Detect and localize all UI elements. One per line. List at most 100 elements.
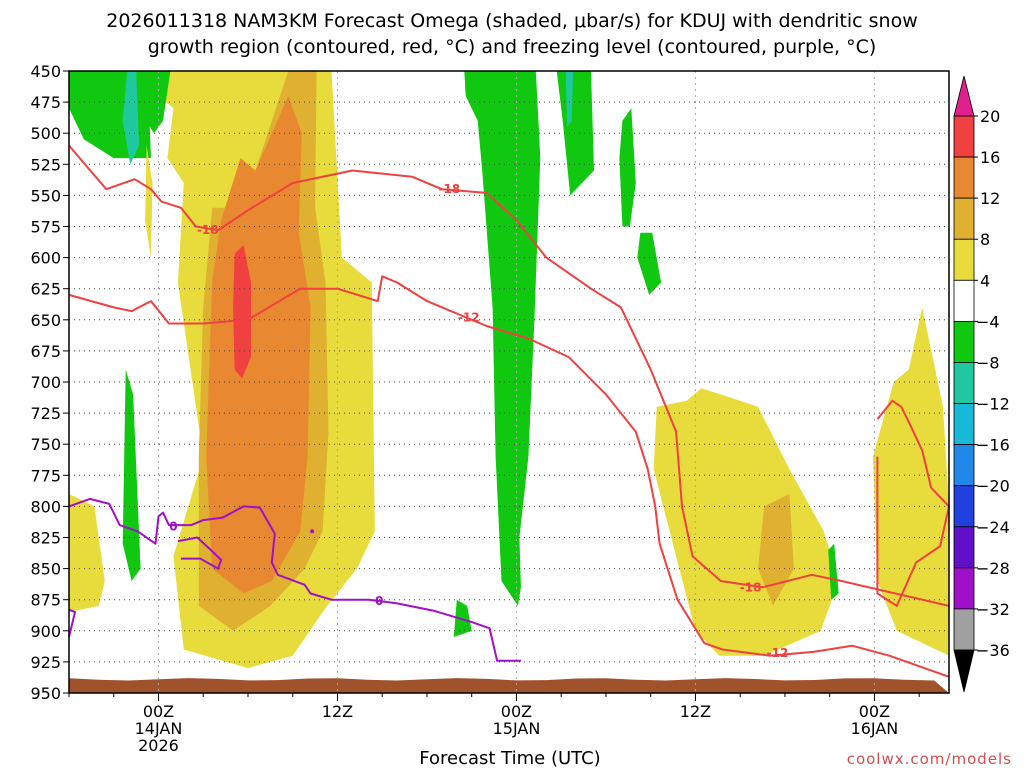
contour-label: -18 <box>197 223 219 237</box>
x-tick-label: 15JAN <box>493 719 541 738</box>
colorbar-segment <box>953 320 975 363</box>
contour-label-text: 0 <box>375 594 383 608</box>
freezing-level-dot <box>310 529 315 534</box>
contour-label-text: 0 <box>169 519 177 533</box>
y-tick-label: 625 <box>30 280 61 299</box>
x-axis-label: Forecast Time (UTC) <box>419 748 600 768</box>
y-tick-label: 475 <box>30 93 61 112</box>
omega-region <box>637 232 662 295</box>
omega-region <box>145 145 153 258</box>
colorbar-top-arrow <box>953 75 975 117</box>
y-tick-label: 950 <box>30 684 61 703</box>
colorbar-segment <box>953 444 975 487</box>
y-axis: 450 475 500 525 550 575 600 625 650 675 700 725 750 7… <box>30 62 69 703</box>
colorbar-label: −20 <box>976 477 1010 496</box>
omega-region <box>122 71 140 165</box>
colorbar-segment <box>953 567 975 610</box>
colorbar-label: 8 <box>980 230 990 249</box>
colorbar-label: −28 <box>976 559 1010 578</box>
colorbar-segment <box>953 526 975 569</box>
y-tick-label: 750 <box>30 435 61 454</box>
colorbar-bottom-arrow <box>953 649 975 693</box>
colorbar-label: −32 <box>976 600 1010 619</box>
colorbar-label: −4 <box>976 312 1000 331</box>
y-tick-label: 775 <box>30 466 61 485</box>
y-tick-label: 925 <box>30 653 61 672</box>
x-tick-label: 14JAN <box>135 719 183 738</box>
contour-label-text: -12 <box>458 310 480 324</box>
omega-region <box>453 599 472 637</box>
y-tick-label: 900 <box>30 622 61 641</box>
contour-label: -18 <box>438 182 460 196</box>
x-tick-label: 00Z <box>501 702 532 721</box>
omega-region <box>565 71 574 127</box>
colorbar-label: −24 <box>976 518 1010 537</box>
x-tick-label: 16JAN <box>851 719 899 738</box>
x-tick-label: 00Z <box>859 702 890 721</box>
credit-text: coolwx.com/models <box>847 750 1012 768</box>
colorbar-label: −12 <box>976 395 1010 414</box>
x-tick-label: 12Z <box>322 702 353 721</box>
contour-label: -18 <box>740 580 762 594</box>
y-tick-label: 675 <box>30 342 61 361</box>
colorbar-segment <box>953 485 975 528</box>
y-tick-label: 575 <box>30 218 61 237</box>
y-tick-label: 550 <box>30 186 61 205</box>
y-tick-label: 650 <box>30 311 61 330</box>
y-tick-label: 875 <box>30 591 61 610</box>
colorbar-label: 16 <box>980 148 1000 167</box>
colorbar-label: −8 <box>976 353 1000 372</box>
x-tick-label: 2026 <box>138 736 179 755</box>
grid-lines <box>69 71 949 693</box>
colorbar-segment <box>953 608 975 651</box>
omega-region <box>619 108 636 227</box>
freezing-level-contour <box>68 608 76 638</box>
terrain-layer <box>69 678 949 693</box>
colorbar-segment <box>953 238 975 281</box>
omega-region <box>233 245 251 379</box>
terrain-fill <box>69 678 949 693</box>
contour-labels: -18 -18 -12 -18 -12 0 0 <box>169 182 789 660</box>
omega-region <box>758 494 794 606</box>
colorbar: 20 16 12 8 4 −4 −8 −12 −16 −20 −24 −28 −32 −36 <box>953 75 1010 693</box>
colorbar-label: 20 <box>980 107 1000 126</box>
contour-label-text: -12 <box>767 646 789 660</box>
colorbar-label: −36 <box>976 641 1010 660</box>
colorbar-label: −16 <box>976 436 1010 455</box>
y-tick-label: 450 <box>30 62 61 81</box>
colorbar-label: 12 <box>980 189 1000 208</box>
contour-label: -12 <box>767 646 789 660</box>
y-tick-label: 850 <box>30 560 61 579</box>
contour-label: -12 <box>458 310 480 324</box>
contour-lines <box>68 144 950 678</box>
y-tick-label: 725 <box>30 404 61 423</box>
omega-region <box>464 71 541 606</box>
chart-title-line2: growth region (contoured, red, °C) and f… <box>148 36 877 58</box>
y-tick-label: 525 <box>30 155 61 174</box>
colorbar-segment <box>953 279 975 322</box>
colorbar-segment <box>953 156 975 199</box>
x-tick-label: 12Z <box>680 702 711 721</box>
y-tick-label: 825 <box>30 529 61 548</box>
omega-shading <box>69 71 949 669</box>
omega-region <box>69 494 105 613</box>
y-tick-label: 600 <box>30 249 61 268</box>
x-tick-label: 00Z <box>143 702 174 721</box>
freezing-level-contour <box>177 536 223 570</box>
colorbar-segment <box>953 115 975 158</box>
contour-label-text: -18 <box>740 580 762 594</box>
freezing-level-contour <box>68 497 521 662</box>
chart-title-line1: 2026011318 NAM3KM Forecast Omega (shaded… <box>106 10 918 32</box>
colorbar-label: 4 <box>980 271 990 290</box>
dgz-isotherm-contour <box>68 275 950 678</box>
omega-region <box>828 543 839 600</box>
y-tick-label: 700 <box>30 373 61 392</box>
colorbar-segment <box>953 403 975 446</box>
contour-label-text: -18 <box>438 182 460 196</box>
omega-region <box>653 388 839 656</box>
contour-label: 0 <box>375 594 383 608</box>
dgz-isotherm-contour <box>68 144 950 607</box>
colorbar-segment <box>953 362 975 404</box>
